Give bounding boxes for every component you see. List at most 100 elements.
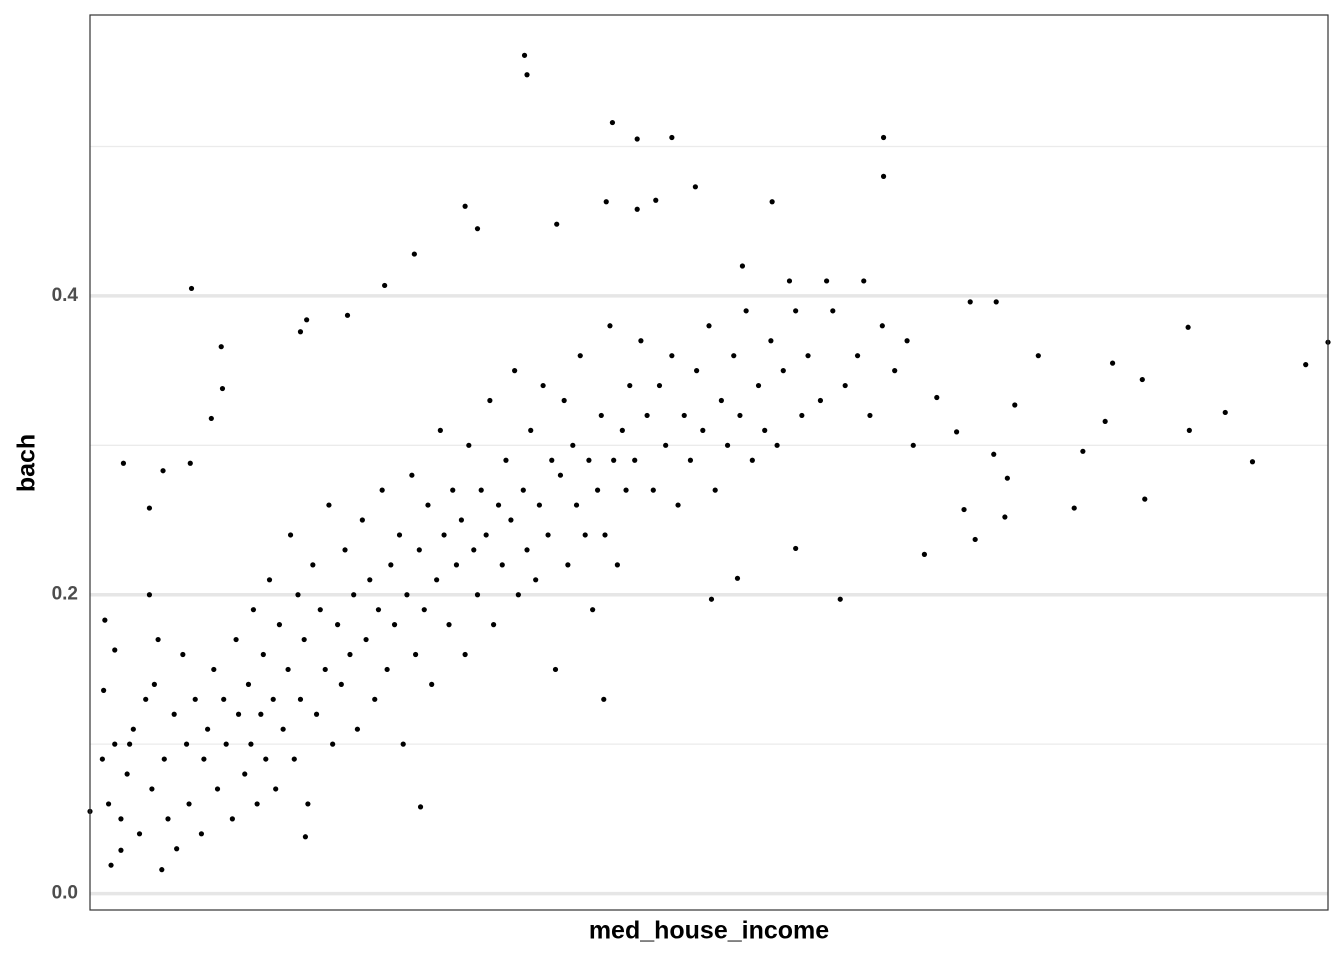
point — [1035, 353, 1041, 359]
point — [570, 442, 576, 448]
point — [187, 460, 193, 466]
point — [474, 592, 481, 598]
point — [515, 592, 521, 598]
point — [565, 562, 571, 568]
point — [351, 592, 357, 598]
point — [304, 317, 310, 323]
point — [416, 547, 422, 553]
point — [577, 353, 583, 359]
point — [417, 804, 424, 810]
point — [404, 592, 410, 598]
point — [644, 412, 650, 419]
point — [590, 607, 596, 613]
point — [149, 786, 155, 792]
point — [991, 451, 997, 457]
point — [524, 72, 530, 78]
point — [359, 517, 365, 523]
point — [310, 562, 316, 568]
point — [441, 532, 447, 538]
point — [536, 502, 542, 508]
point — [739, 263, 746, 269]
point — [151, 681, 157, 687]
point — [322, 666, 328, 673]
point — [675, 502, 681, 508]
x-axis-title: med_house_income — [589, 917, 829, 945]
point — [161, 756, 167, 762]
point — [601, 696, 607, 702]
point — [552, 666, 559, 673]
point — [130, 726, 136, 732]
point — [188, 285, 195, 292]
point — [263, 756, 269, 762]
point — [499, 562, 505, 568]
y-tick-label: 0.4 — [52, 285, 79, 306]
point — [112, 741, 118, 747]
point — [528, 427, 534, 433]
point — [270, 696, 276, 702]
point — [280, 726, 286, 732]
point — [861, 278, 867, 284]
point — [487, 397, 493, 404]
point — [554, 221, 560, 227]
point — [737, 412, 743, 419]
point — [768, 338, 774, 344]
point — [1071, 505, 1077, 511]
point — [619, 427, 625, 433]
point — [391, 622, 398, 628]
point — [634, 136, 640, 142]
point — [400, 741, 406, 747]
point — [446, 622, 452, 628]
point — [694, 368, 700, 374]
point — [450, 487, 456, 493]
point — [692, 184, 698, 190]
y-tick-label: 0.2 — [52, 584, 78, 605]
point — [512, 368, 518, 374]
point — [124, 771, 130, 777]
point — [223, 741, 229, 747]
point — [708, 596, 715, 602]
point — [297, 329, 304, 335]
point — [155, 636, 161, 643]
point — [549, 457, 555, 463]
panel-border — [89, 14, 1329, 911]
point — [120, 460, 127, 466]
point — [143, 696, 149, 702]
point — [388, 562, 394, 568]
point — [582, 532, 588, 538]
point — [437, 427, 443, 433]
point — [934, 394, 940, 401]
point — [1012, 402, 1018, 408]
point — [681, 412, 687, 419]
point — [183, 741, 190, 747]
point — [954, 429, 960, 435]
point — [112, 647, 118, 653]
point — [1002, 514, 1008, 520]
point — [384, 666, 390, 673]
point — [127, 741, 133, 747]
point — [102, 617, 108, 623]
point — [700, 427, 706, 433]
point — [780, 368, 786, 374]
point — [99, 756, 105, 762]
point — [372, 696, 378, 702]
point — [731, 353, 737, 359]
point — [490, 622, 497, 628]
point — [712, 487, 718, 493]
point — [508, 517, 514, 523]
point — [1080, 448, 1086, 454]
point — [462, 203, 468, 209]
point — [1249, 459, 1256, 465]
point — [118, 847, 124, 853]
point — [650, 487, 656, 493]
point — [495, 502, 502, 508]
point — [363, 636, 369, 643]
point — [1139, 376, 1145, 383]
point — [105, 801, 112, 807]
point — [208, 415, 214, 422]
point — [594, 487, 601, 493]
point — [233, 636, 239, 643]
point — [287, 532, 294, 538]
point — [375, 607, 382, 613]
point — [192, 696, 198, 702]
